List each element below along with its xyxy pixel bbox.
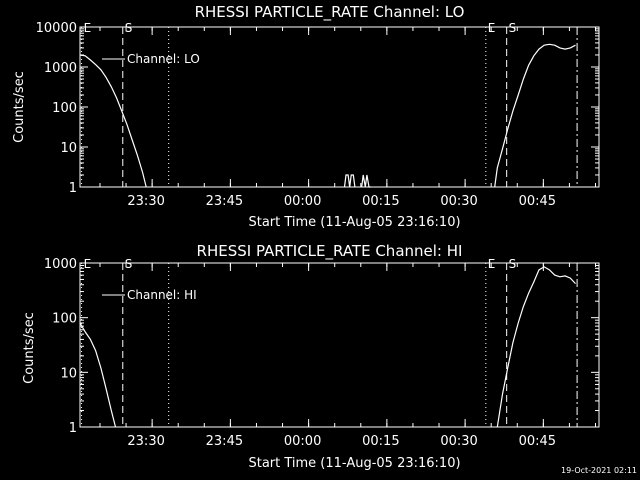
legend-label: Channel: LO: [127, 52, 200, 66]
y-tick-label: 1: [69, 421, 77, 436]
time-marker-label: E: [488, 21, 496, 35]
chart-title: RHESSI PARTICLE_RATE Channel: LO: [195, 3, 465, 22]
footer-timestamp: 19-Oct-2021 02:11: [561, 466, 637, 475]
x-tick-label: 00:15: [362, 194, 399, 209]
series-line: [79, 322, 117, 428]
series-line: [494, 43, 576, 188]
plot-frame: [79, 26, 600, 188]
y-tick-label: 1000: [44, 257, 77, 272]
time-marker-label: E: [84, 21, 92, 35]
time-marker-label: S: [509, 257, 517, 271]
time-marker-label: S: [125, 21, 133, 35]
time-marker-label: S: [125, 257, 133, 271]
y-tick-label: 1: [69, 181, 77, 196]
y-axis-label: Counts/sec: [12, 71, 27, 143]
series-line: [343, 174, 356, 188]
y-axis-label: Counts/sec: [22, 312, 37, 384]
x-tick-label: 00:45: [519, 194, 556, 209]
y-tick-label: 1000: [44, 61, 77, 76]
x-tick-label: 23:45: [206, 194, 243, 209]
chart-title: RHESSI PARTICLE_RATE Channel: HI: [197, 242, 463, 261]
time-marker-label: E: [488, 257, 496, 271]
plot-frame: [79, 262, 600, 428]
x-tick-label: 00:45: [519, 434, 556, 449]
series-line: [496, 266, 576, 428]
x-tick-label: 23:30: [127, 434, 164, 449]
x-tick-label: 00:00: [284, 434, 321, 449]
x-tick-label: 00:00: [284, 194, 321, 209]
time-marker-label: E: [84, 257, 92, 271]
series-line: [361, 174, 371, 188]
y-tick-label: 10: [60, 366, 77, 381]
x-axis-label: Start Time (11-Aug-05 23:16:10): [248, 215, 460, 230]
x-tick-label: 00:30: [440, 194, 477, 209]
y-tick-label: 100: [52, 101, 77, 116]
plot-panel-2: RHESSI PARTICLE_RATE Channel: HI Start Ti…: [22, 242, 600, 471]
plot-panel-1: RHESSI PARTICLE_RATE Channel: LO Start Ti…: [12, 3, 600, 230]
time-marker-label: S: [509, 21, 517, 35]
x-tick-label: 00:15: [362, 434, 399, 449]
y-tick-label: 10000: [36, 21, 77, 36]
x-axis-label: Start Time (11-Aug-05 23:16:10): [248, 456, 460, 471]
series-line: [79, 54, 147, 188]
x-tick-label: 00:30: [440, 434, 477, 449]
x-tick-label: 23:45: [206, 434, 243, 449]
x-tick-label: 23:30: [127, 194, 164, 209]
legend-label: Channel: HI: [127, 288, 197, 302]
y-tick-label: 10: [60, 141, 77, 156]
y-tick-label: 100: [52, 312, 77, 327]
